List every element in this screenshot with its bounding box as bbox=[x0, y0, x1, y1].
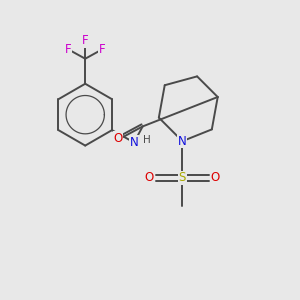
Text: N: N bbox=[178, 135, 187, 148]
Text: F: F bbox=[99, 43, 106, 56]
Text: H: H bbox=[142, 134, 150, 145]
Text: F: F bbox=[82, 34, 88, 47]
Text: F: F bbox=[65, 43, 71, 56]
Text: O: O bbox=[114, 132, 123, 145]
Text: N: N bbox=[130, 136, 139, 149]
Text: O: O bbox=[145, 172, 154, 184]
Text: S: S bbox=[179, 172, 186, 184]
Text: O: O bbox=[211, 172, 220, 184]
